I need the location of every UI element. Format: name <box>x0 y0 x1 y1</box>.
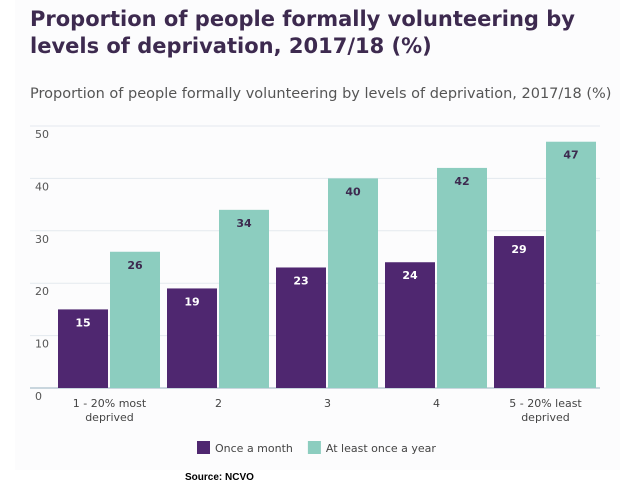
y-tick-label: 40 <box>35 180 49 193</box>
data-label: 34 <box>236 217 252 230</box>
bar-once-a-year <box>219 209 269 388</box>
data-label: 19 <box>184 295 199 308</box>
data-label: 24 <box>402 269 418 282</box>
x-tick-label: 4 <box>433 397 440 410</box>
data-label: 23 <box>293 274 308 287</box>
data-label: 47 <box>563 149 578 162</box>
bar-once-a-month <box>276 267 326 388</box>
chart-title: Proportion of people formally volunteeri… <box>30 86 612 102</box>
page-title: Proportion of people formally volunteeri… <box>30 7 575 58</box>
x-tick-label: 3 <box>324 397 331 410</box>
y-tick-label: 20 <box>35 285 49 298</box>
x-tick-label: 2 <box>215 397 222 410</box>
data-label: 40 <box>345 185 361 198</box>
y-tick-label: 30 <box>35 233 49 246</box>
chart-panel <box>15 0 620 470</box>
bar-once-a-month <box>58 309 108 388</box>
legend-swatch <box>307 441 321 454</box>
legend-label: At least once a year <box>326 442 437 455</box>
bar-once-a-month <box>167 288 217 388</box>
data-label: 29 <box>511 243 526 256</box>
data-label: 15 <box>75 316 90 329</box>
y-tick-label: 0 <box>35 390 42 403</box>
data-label: 42 <box>454 175 469 188</box>
x-tick-label: deprived <box>521 411 570 424</box>
x-tick-label: 1 - 20% most <box>73 397 147 410</box>
data-label: 26 <box>127 259 143 272</box>
bar-once-a-year <box>546 141 596 388</box>
bar-once-a-year <box>328 178 378 388</box>
legend-label: Once a month <box>215 442 293 455</box>
bar-once-a-year <box>110 251 160 388</box>
bar-once-a-month <box>494 236 544 388</box>
legend-swatch <box>197 441 210 454</box>
bar-once-a-month <box>385 262 435 388</box>
y-tick-label: 10 <box>35 338 49 351</box>
y-tick-label: 50 <box>35 128 49 141</box>
x-tick-label: deprived <box>85 411 134 424</box>
source-note: Source: NCVO <box>185 472 254 483</box>
x-tick-label: 5 - 20% least <box>509 397 582 410</box>
bar-once-a-year <box>437 167 487 388</box>
